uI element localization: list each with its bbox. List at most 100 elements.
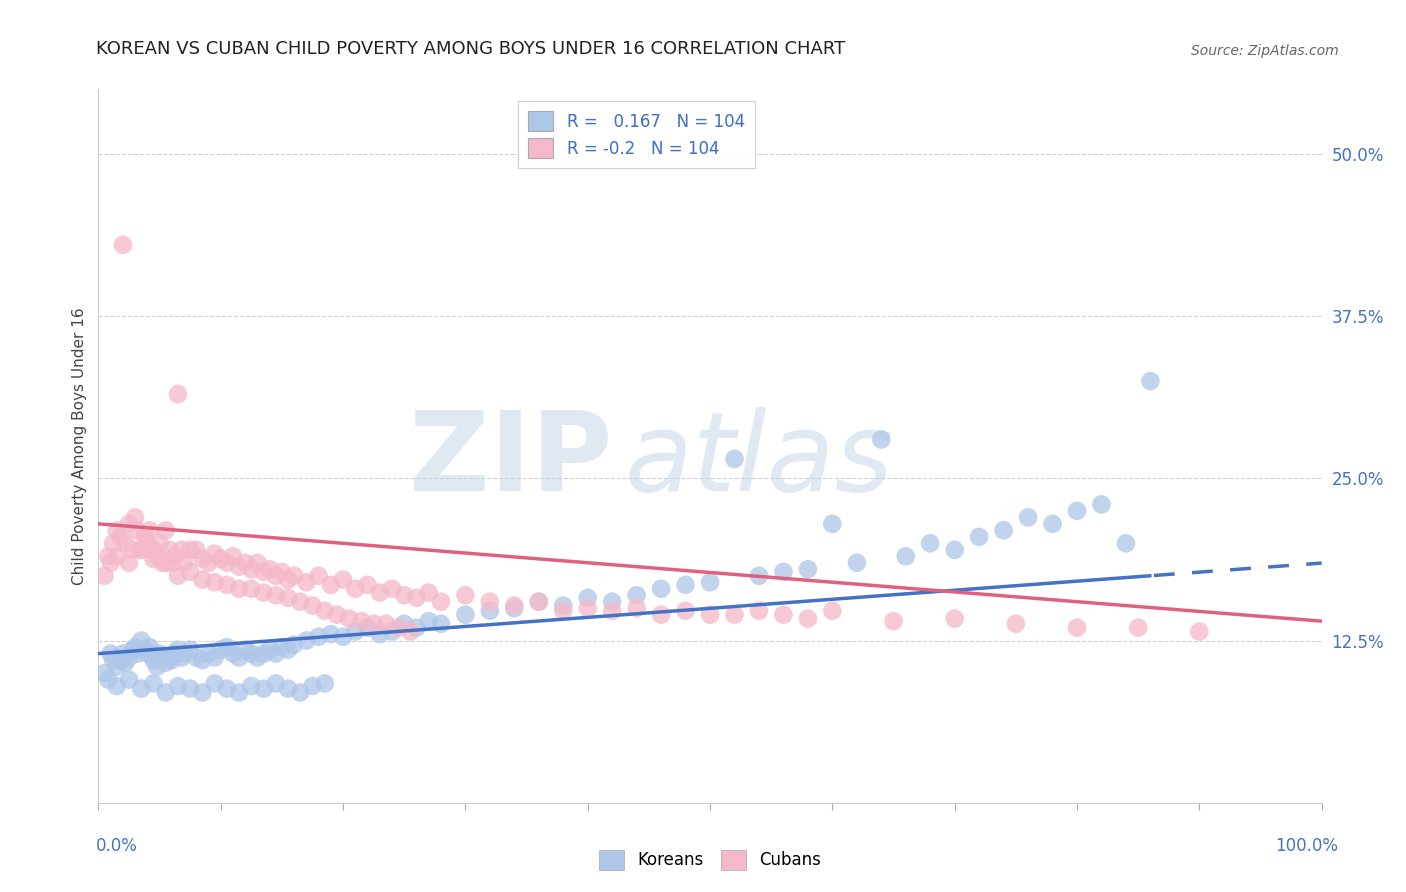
Point: [405, 591, 427, 605]
Point: [118, 673, 141, 687]
Point: [101, 653, 124, 667]
Point: [650, 582, 672, 596]
Point: [748, 568, 770, 582]
Point: [418, 585, 440, 599]
Point: [368, 585, 391, 599]
Point: [1017, 510, 1039, 524]
Point: [301, 599, 323, 613]
Point: [270, 640, 294, 654]
Point: [699, 575, 721, 590]
Point: [252, 585, 274, 599]
Point: [650, 607, 672, 622]
Point: [134, 530, 156, 544]
Point: [139, 524, 162, 538]
Text: ZIP: ZIP: [409, 407, 612, 514]
Point: [129, 542, 152, 557]
Point: [167, 387, 190, 401]
Point: [118, 650, 141, 665]
Point: [204, 676, 226, 690]
Point: [252, 565, 274, 579]
Point: [675, 604, 697, 618]
Point: [1139, 374, 1161, 388]
Point: [197, 647, 219, 661]
Point: [332, 630, 354, 644]
Point: [228, 685, 250, 699]
Point: [772, 607, 794, 622]
Point: [240, 679, 263, 693]
Point: [157, 542, 180, 557]
Point: [105, 524, 128, 538]
Point: [1066, 504, 1088, 518]
Point: [295, 575, 318, 590]
Point: [228, 582, 250, 596]
Point: [204, 575, 226, 590]
Point: [186, 650, 208, 665]
Point: [100, 647, 122, 661]
Point: [146, 659, 169, 673]
Point: [197, 556, 219, 570]
Point: [163, 647, 186, 661]
Point: [155, 656, 177, 670]
Point: [127, 647, 149, 661]
Point: [105, 679, 128, 693]
Point: [129, 681, 152, 696]
Point: [179, 542, 201, 557]
Point: [308, 630, 330, 644]
Point: [356, 621, 378, 635]
Point: [723, 452, 745, 467]
Point: [290, 685, 312, 699]
Point: [264, 647, 287, 661]
Point: [1128, 621, 1150, 635]
Point: [160, 653, 183, 667]
Point: [191, 685, 214, 699]
Point: [553, 599, 575, 613]
Point: [93, 568, 115, 582]
Point: [246, 556, 269, 570]
Point: [252, 681, 274, 696]
Point: [134, 642, 156, 657]
Point: [314, 604, 336, 618]
Point: [350, 614, 373, 628]
Legend: R =   0.167   N = 104, R = -0.2   N = 104: R = 0.167 N = 104, R = -0.2 N = 104: [519, 101, 755, 169]
Point: [228, 559, 250, 574]
Point: [252, 647, 274, 661]
Point: [157, 650, 180, 665]
Point: [883, 614, 905, 628]
Point: [418, 614, 440, 628]
Point: [142, 552, 165, 566]
Point: [967, 530, 990, 544]
Point: [344, 624, 367, 639]
Point: [503, 601, 526, 615]
Point: [129, 633, 152, 648]
Point: [797, 562, 820, 576]
Point: [277, 642, 299, 657]
Point: [1188, 624, 1211, 639]
Text: KOREAN VS CUBAN CHILD POVERTY AMONG BOYS UNDER 16 CORRELATION CHART: KOREAN VS CUBAN CHILD POVERTY AMONG BOYS…: [96, 40, 845, 58]
Point: [209, 642, 232, 657]
Point: [97, 673, 120, 687]
Point: [576, 601, 599, 615]
Point: [155, 524, 177, 538]
Point: [136, 647, 159, 661]
Point: [121, 542, 143, 557]
Point: [240, 647, 263, 661]
Point: [124, 640, 146, 654]
Point: [170, 542, 193, 557]
Point: [142, 676, 165, 690]
Point: [124, 510, 146, 524]
Point: [368, 627, 391, 641]
Text: 0.0%: 0.0%: [96, 837, 138, 855]
Point: [821, 516, 844, 531]
Point: [600, 595, 623, 609]
Point: [277, 573, 299, 587]
Point: [259, 562, 281, 576]
Point: [295, 633, 318, 648]
Point: [167, 679, 190, 693]
Point: [191, 653, 214, 667]
Point: [149, 647, 172, 661]
Point: [222, 549, 245, 564]
Point: [405, 621, 427, 635]
Point: [264, 568, 287, 582]
Point: [127, 524, 149, 538]
Point: [264, 676, 287, 690]
